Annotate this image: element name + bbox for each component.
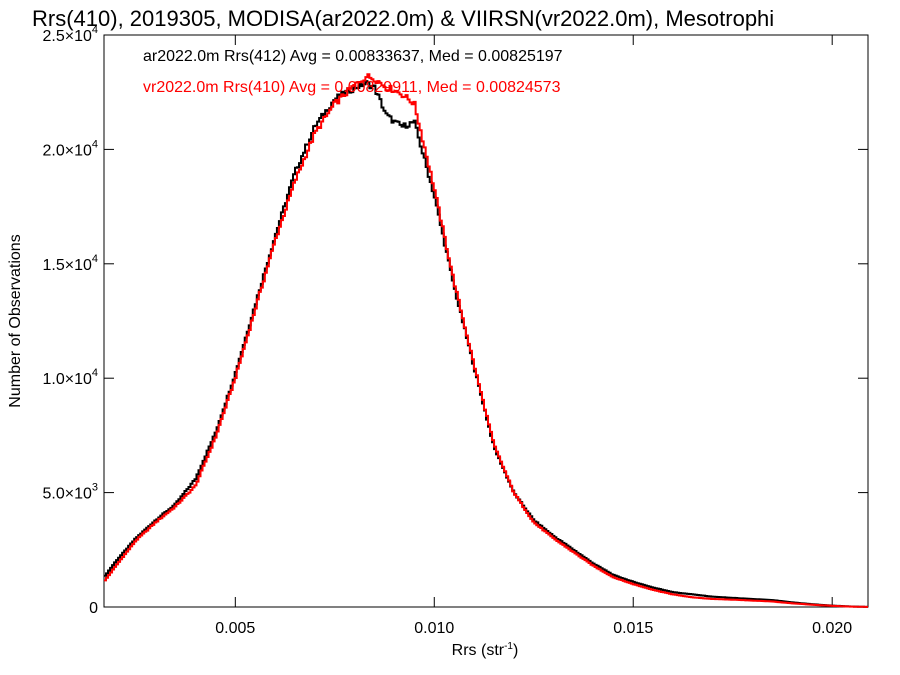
legend-entry-black: ar2022.0m Rrs(412) Avg = 0.00833637, Med… [143,48,563,65]
plot-frame [103,34,869,608]
y-axis-label: Number of Observations [7,234,24,407]
x-tick-label-1: 0.010 [414,620,454,637]
series-line-0 [104,80,868,608]
y-tick-label-2: 1.0×104 [42,367,98,388]
y-tick-label-4: 2.0×104 [42,138,98,159]
y-tick-label-1: 5.0×103 [42,482,98,503]
x-tick-label-3: 0.020 [812,620,852,637]
x-tick-label-0: 0.005 [215,620,255,637]
x-axis-label: Rrs (str-1) [452,641,519,659]
y-tick-label-3: 1.5×104 [42,253,98,274]
x-tick-label-2: 0.015 [613,620,653,637]
plot-series [104,73,868,608]
x-axis-label-close: ) [513,642,518,659]
legend-entry-red: vr2022.0m Rrs(410) Avg = 0.00829911, Med… [143,79,561,96]
x-axis-label-exponent: -1 [504,641,513,652]
x-axis: 0.005 0.010 0.015 0.020 [215,35,852,637]
y-tick-label-5: 2.5×104 [42,24,98,45]
series-line-1 [104,73,868,608]
y-tick-label-0: 0 [89,600,98,617]
x-axis-label-main: Rrs (str [452,642,505,659]
chart-title: Rrs(410), 2019305, MODISA(ar2022.0m) & V… [32,6,774,31]
y-axis: 0 5.0×103 1.0×104 1.5×104 2.0×104 2.5×104 [42,24,868,617]
